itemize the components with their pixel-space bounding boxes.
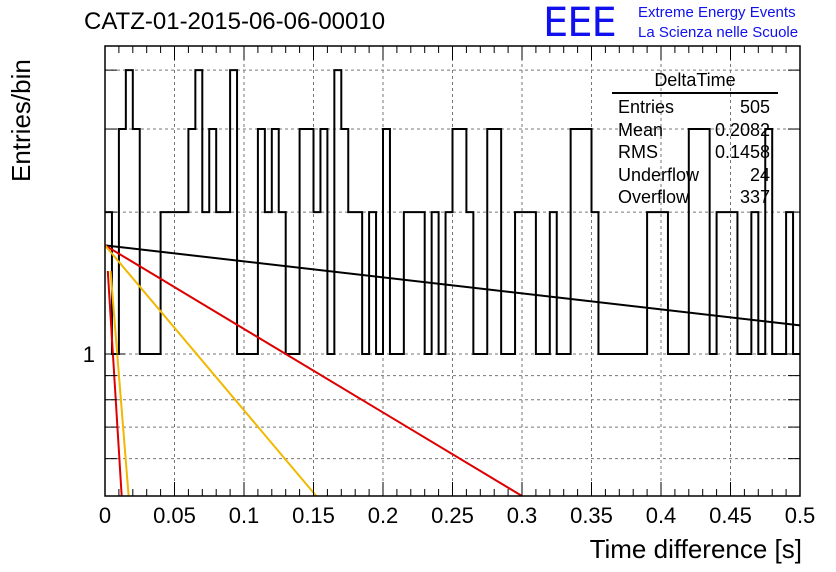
- stats-value: 0.2082: [714, 119, 770, 140]
- logo-text-line2: La Scienza nelle Scuole: [638, 24, 799, 41]
- x-tick-label: 0.2: [368, 503, 399, 528]
- x-tick-label: 0.5: [785, 503, 816, 528]
- stats-label: Mean: [618, 119, 664, 140]
- fit-line: [109, 270, 130, 497]
- stats-row-rms: RMS 0.1458: [612, 141, 778, 164]
- stats-box: DeltaTime Entries 505 Mean 0.2082 RMS 0.…: [612, 70, 778, 209]
- stats-row-overflow: Overflow 337: [612, 186, 778, 209]
- stats-value: 337: [739, 187, 770, 207]
- x-tick-label: 0.35: [570, 503, 613, 528]
- x-tick-label: 0.25: [431, 503, 474, 528]
- x-tick-label: 0.4: [646, 503, 677, 528]
- x-tick-label: 0.05: [153, 503, 196, 528]
- x-tick-label: 0.45: [709, 503, 752, 528]
- fit-line: [104, 244, 801, 327]
- stats-label: Overflow: [618, 187, 690, 207]
- x-tick-label: 0.15: [292, 503, 335, 528]
- stats-row-entries: Entries 505: [612, 96, 778, 119]
- stats-row-mean: Mean 0.2082: [612, 119, 778, 142]
- stats-label: Underflow: [618, 164, 700, 185]
- fit-line: [104, 244, 318, 497]
- stats-label: RMS: [618, 142, 658, 162]
- x-tick-label: 0.3: [507, 503, 538, 528]
- fit-line: [106, 270, 123, 497]
- stats-value: 0.1458: [714, 142, 770, 162]
- stats-row-underflow: Underflow 24: [612, 164, 778, 187]
- stats-value: 24: [749, 164, 770, 185]
- axis-ticks: [104, 46, 801, 497]
- stats-label: Entries: [618, 97, 675, 117]
- fit-lines: [104, 244, 801, 497]
- fit-line: [104, 244, 523, 497]
- y-tick-label: 1: [83, 342, 95, 367]
- stats-title: DeltaTime: [612, 70, 778, 94]
- eee-logo: EEE: [543, 0, 617, 46]
- y-axis-label: Entries/bin: [6, 59, 36, 182]
- x-tick-label: 0: [99, 503, 111, 528]
- x-tick-label: 0.1: [229, 503, 260, 528]
- tick-labels: 0 0.05 0.1 0.15 0.2 0.25 0.3 0.35 0.4 0.45 0.5 1: [83, 342, 816, 528]
- logo-text-line1: Extreme Energy Events: [638, 4, 796, 21]
- stats-value: 505: [739, 97, 770, 117]
- x-axis-label: Time difference [s]: [589, 534, 802, 564]
- chart-title: CATZ-01-2015-06-06-00010: [84, 8, 386, 35]
